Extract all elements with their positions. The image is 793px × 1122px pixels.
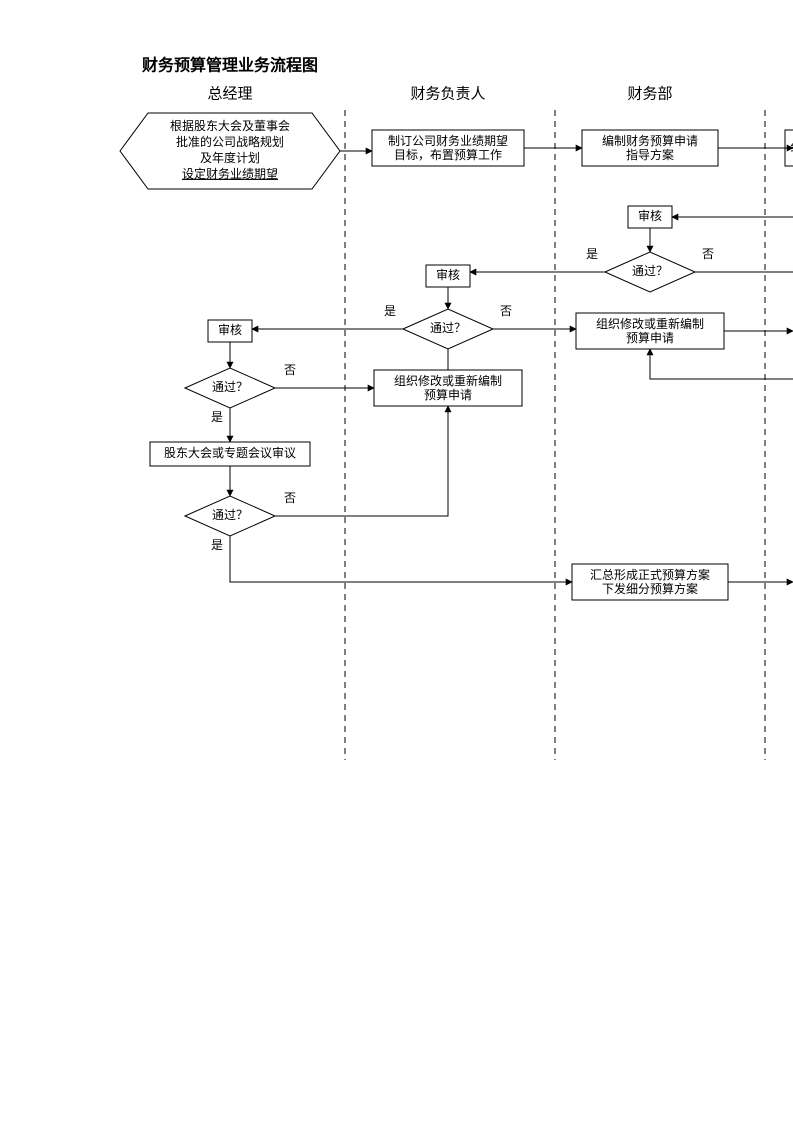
svg-text:否: 否 bbox=[284, 491, 296, 505]
svg-text:目标，布置预算工作: 目标，布置预算工作 bbox=[394, 147, 502, 162]
svg-text:否: 否 bbox=[500, 304, 512, 318]
svg-text:财务负责人: 财务负责人 bbox=[410, 85, 485, 102]
svg-text:通过？: 通过？ bbox=[430, 321, 466, 335]
svg-text:汇总形成正式预算方案: 汇总形成正式预算方案 bbox=[590, 567, 710, 582]
svg-text:及年度计划: 及年度计划 bbox=[200, 150, 260, 165]
svg-text:组织修改或重新编制: 组织修改或重新编制 bbox=[596, 316, 704, 331]
svg-text:通过？: 通过？ bbox=[212, 508, 248, 522]
svg-text:指导方案: 指导方案 bbox=[626, 147, 674, 162]
svg-text:财务预算管理业务流程图: 财务预算管理业务流程图 bbox=[141, 56, 318, 75]
svg-text:通过？: 通过？ bbox=[212, 380, 248, 394]
svg-text:审核: 审核 bbox=[218, 322, 242, 337]
svg-text:制订公司财务业绩期望: 制订公司财务业绩期望 bbox=[388, 133, 508, 148]
svg-text:批准的公司战略规划: 批准的公司战略规划 bbox=[176, 134, 284, 149]
svg-text:总经理: 总经理 bbox=[207, 85, 252, 102]
svg-text:是: 是 bbox=[384, 304, 396, 318]
svg-text:财务部: 财务部 bbox=[627, 85, 672, 102]
svg-text:是: 是 bbox=[211, 538, 223, 552]
svg-text:否: 否 bbox=[702, 247, 714, 261]
svg-text:审核: 审核 bbox=[638, 208, 662, 223]
svg-text:是: 是 bbox=[586, 247, 598, 261]
svg-text:根据股东大会及董事会: 根据股东大会及董事会 bbox=[170, 119, 290, 133]
svg-text:审核: 审核 bbox=[436, 267, 460, 282]
flowchart-shapes bbox=[120, 110, 793, 760]
svg-text:股东大会或专题会议审议: 股东大会或专题会议审议 bbox=[164, 445, 296, 460]
svg-text:否: 否 bbox=[284, 363, 296, 377]
svg-text:通过？: 通过？ bbox=[632, 264, 668, 278]
svg-text:下发细分预算方案: 下发细分预算方案 bbox=[602, 581, 698, 596]
flowchart: 财务预算管理业务流程图总经理 财务负责人 财务部根据股东大会及董事会批准的公司战略规… bbox=[0, 0, 793, 1122]
svg-text:预算申请: 预算申请 bbox=[626, 330, 674, 345]
svg-text:预算申请: 预算申请 bbox=[424, 387, 472, 402]
svg-text:设定财务业绩期望: 设定财务业绩期望 bbox=[182, 166, 278, 181]
svg-text:编制财务预算申请: 编制财务预算申请 bbox=[602, 133, 698, 148]
svg-text:组织修改或重新编制: 组织修改或重新编制 bbox=[394, 373, 502, 388]
svg-text:是: 是 bbox=[211, 410, 223, 424]
